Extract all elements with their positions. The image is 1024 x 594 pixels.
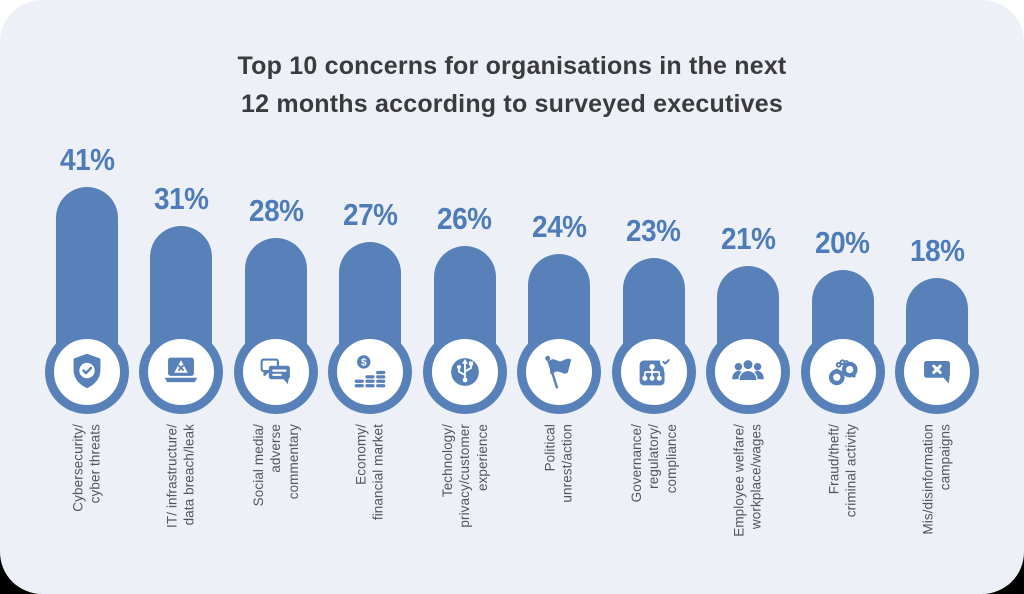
- bar-zone: 23%: [622, 142, 685, 372]
- bar-zone: 28%: [244, 142, 307, 372]
- bar-zone: 41%: [56, 142, 118, 372]
- category-label-area: Cybersecurity/ cyber threats: [40, 422, 134, 592]
- category-label: Fraud/theft/ criminal activity: [826, 424, 859, 518]
- icon-circle: [422, 330, 507, 414]
- category-label-area: Employee welfare/ workplace/wages: [701, 422, 795, 592]
- icon-circle: [611, 330, 696, 414]
- category-label: Mis/disinformation campaigns: [920, 424, 953, 535]
- bar-zone: 18%: [905, 142, 968, 372]
- category-label-area: Mis/disinformation campaigns: [890, 422, 984, 592]
- icon-circle: [894, 330, 979, 414]
- category-label: Employee welfare/ workplace/wages: [731, 424, 765, 537]
- category-label: Political unrest/action: [542, 424, 576, 503]
- chat-bubbles-icon: [260, 358, 290, 385]
- bar-value-label: 23%: [626, 213, 681, 248]
- icon-circle: [45, 330, 129, 414]
- bar-value-label: 28%: [248, 193, 304, 228]
- category-label-area: Political unrest/action: [512, 422, 606, 592]
- shield-check-icon: [73, 353, 101, 389]
- bar-column-1: 41% Cybersecurity/ cyber threats: [40, 142, 134, 592]
- icon-circle: [800, 330, 885, 414]
- bar-column-2: 31% IT/ infrastructure/ data breach/leak: [134, 142, 228, 592]
- category-label: Economy/ financial market: [354, 424, 387, 521]
- bar-column-4: 27% $ Economy/ financial market: [323, 142, 417, 592]
- bar-value-label: 18%: [909, 233, 965, 268]
- bar-zone: 24%: [528, 142, 591, 372]
- icon-circle: $: [328, 330, 413, 414]
- bar-zone: 27%: [339, 142, 402, 372]
- bar-column-5: 26% Technology/ privacy/customer experie…: [418, 142, 512, 592]
- chart-row: 41% Cybersecurity/ cyber threats 31% IT/…: [40, 142, 984, 592]
- handcuffs-icon: [828, 359, 858, 386]
- svg-text:$: $: [361, 357, 367, 368]
- laptop-warning-icon: [165, 357, 198, 383]
- icon-circle: [139, 330, 224, 414]
- bar-column-9: 20% Fraud/theft/ criminal activity: [796, 142, 890, 592]
- bar-zone: 26%: [433, 142, 496, 372]
- category-label-area: Social media/ adverse commentary: [229, 422, 323, 592]
- category-label: Social media/ adverse commentary: [250, 424, 301, 507]
- chat-x-icon: [924, 360, 950, 384]
- bar-column-7: 23% Governance/ regulatory/ compliance: [607, 142, 701, 592]
- bar-value-label: 21%: [720, 221, 776, 256]
- bar-value-label: 27%: [343, 197, 398, 232]
- category-label-area: Technology/ privacy/customer experience: [418, 422, 512, 592]
- icon-circle: [517, 330, 602, 414]
- people-group-icon: [732, 358, 764, 382]
- bar-value-label: 26%: [437, 201, 492, 236]
- category-label: Technology/ privacy/customer experience: [439, 424, 490, 528]
- chart-title: Top 10 concerns for organisations in the…: [237, 52, 787, 118]
- icon-circle: [706, 330, 791, 414]
- bar-value-label: 41%: [59, 142, 115, 177]
- usb-symbol-icon: [450, 358, 479, 386]
- category-label: Cybersecurity/ cyber threats: [70, 424, 103, 512]
- bar-zone: 20%: [811, 142, 874, 372]
- bar-zone: 31%: [150, 142, 213, 372]
- bar-value-label: 24%: [531, 209, 587, 244]
- money-coins-icon: $: [354, 355, 386, 388]
- bar-column-10: 18% Mis/disinformation campaigns: [890, 142, 984, 592]
- bar-column-6: 24% Political unrest/action: [512, 142, 606, 592]
- category-label-area: IT/ infrastructure/ data breach/leak: [134, 422, 228, 592]
- bar-value-label: 31%: [154, 181, 209, 216]
- bar-column-8: 21% Employee welfare/ workplace/wages: [701, 142, 795, 592]
- category-label: IT/ infrastructure/ data breach/leak: [165, 424, 198, 528]
- category-label: Governance/ regulatory/ compliance: [628, 424, 679, 503]
- category-label-area: Governance/ regulatory/ compliance: [607, 422, 701, 592]
- bar-column-3: 28% Social media/ adverse commentary: [229, 142, 323, 592]
- bar-value-label: 20%: [815, 225, 870, 260]
- icon-circle: [233, 330, 318, 414]
- flag-icon: [545, 355, 572, 389]
- org-chart-badge-icon: [639, 355, 672, 386]
- bar-zone: 21%: [717, 142, 780, 372]
- category-label-area: Economy/ financial market: [323, 422, 417, 592]
- category-label-area: Fraud/theft/ criminal activity: [796, 422, 890, 592]
